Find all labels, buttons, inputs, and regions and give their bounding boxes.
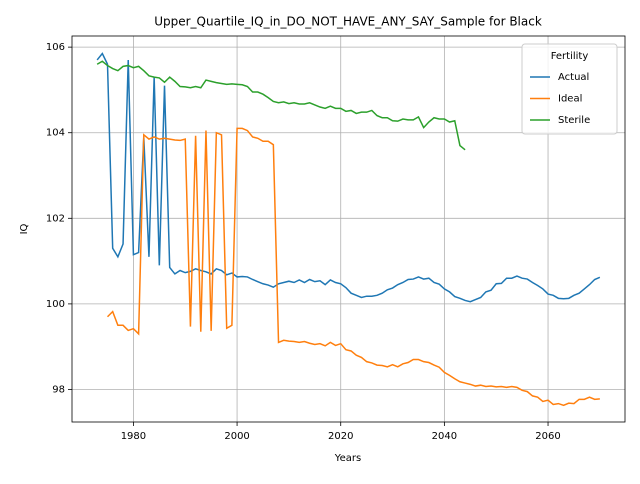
y-tick-label: 98	[52, 384, 65, 395]
legend-box	[521, 43, 618, 135]
series-line	[96, 60, 466, 151]
legend: Fertility Actual Ideal Sterile	[521, 43, 618, 135]
x-tick-label: 2000	[224, 431, 249, 442]
x-tick-label: 2040	[432, 431, 457, 442]
legend-label: Actual	[558, 72, 589, 83]
y-tick-label: 106	[46, 42, 65, 53]
x-tick-label: 2060	[535, 431, 560, 442]
legend-label: Sterile	[558, 115, 590, 126]
x-axis-label: Years	[334, 453, 361, 464]
series-line	[106, 127, 600, 407]
plot-frame	[71, 35, 626, 423]
y-tick-label: 102	[46, 213, 65, 224]
x-tick-label: 1980	[121, 431, 146, 442]
series-line	[96, 52, 601, 303]
legend-title: Fertility	[551, 51, 589, 62]
y-axis-label: IQ	[19, 223, 30, 234]
y-tick-label: 100	[46, 299, 65, 310]
x-tick-label: 2020	[328, 431, 353, 442]
y-tick-label: 104	[46, 128, 65, 139]
legend-label: Ideal	[558, 94, 582, 105]
chart-title: Upper_Quartile_IQ_in_DO_NOT_HAVE_ANY_SAY…	[154, 15, 542, 29]
